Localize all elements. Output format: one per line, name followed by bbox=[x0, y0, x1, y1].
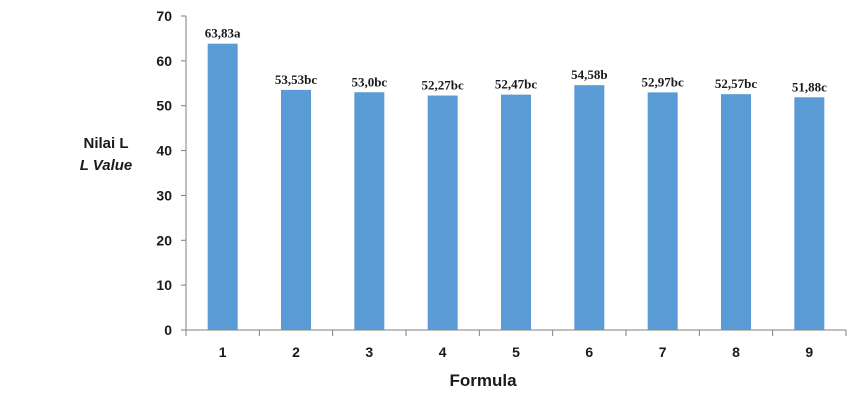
y-tick-label: 70 bbox=[156, 8, 172, 24]
bar bbox=[574, 85, 605, 331]
x-axis: 1 2 3 4 5 6 7 8 9 bbox=[185, 329, 847, 360]
bar bbox=[647, 92, 678, 330]
y-tick-label: 20 bbox=[156, 232, 172, 248]
y-axis: 0 10 20 30 40 50 60 70 bbox=[156, 8, 187, 338]
x-tick-label: 1 bbox=[219, 344, 227, 360]
x-tick-label: 6 bbox=[585, 344, 593, 360]
x-tick-label: 9 bbox=[805, 344, 813, 360]
y-tick-label: 0 bbox=[164, 322, 172, 338]
bars bbox=[207, 43, 825, 331]
y-tick-label: 60 bbox=[156, 53, 172, 69]
data-label: 52,47bc bbox=[495, 77, 537, 92]
data-label: 52,27bc bbox=[422, 78, 464, 93]
data-labels: 63,83a 53,53bc 53,0bc 52,27bc 52,47bc 54,58b 5… bbox=[205, 26, 827, 95]
x-tick-label: 7 bbox=[659, 344, 667, 360]
bar bbox=[207, 43, 238, 331]
bar bbox=[354, 92, 385, 330]
y-axis-title-secondary: L Value bbox=[80, 157, 133, 174]
bar bbox=[281, 89, 311, 330]
x-tick-label: 5 bbox=[512, 344, 520, 360]
x-tick-label: 4 bbox=[439, 344, 447, 360]
y-tick-label: 10 bbox=[156, 277, 172, 293]
bar bbox=[427, 95, 458, 331]
data-label: 63,83a bbox=[205, 26, 241, 41]
data-label: 53,0bc bbox=[351, 74, 387, 89]
data-label: 51,88c bbox=[792, 79, 827, 94]
bar bbox=[794, 97, 825, 330]
y-axis-title: Nilai L bbox=[83, 135, 128, 152]
x-tick-label: 2 bbox=[292, 344, 300, 360]
bar bbox=[721, 94, 751, 330]
bar bbox=[501, 94, 531, 330]
data-label: 52,57bc bbox=[715, 76, 757, 91]
data-label: 52,97bc bbox=[642, 74, 684, 89]
x-tick-label: 8 bbox=[732, 344, 740, 360]
data-label: 53,53bc bbox=[275, 72, 317, 87]
y-tick-label: 50 bbox=[156, 98, 172, 114]
y-tick-label: 40 bbox=[156, 143, 172, 159]
x-axis-title: Formula bbox=[449, 371, 517, 390]
y-tick-label: 30 bbox=[156, 187, 172, 203]
x-tick-label: 3 bbox=[365, 344, 373, 360]
data-label: 54,58b bbox=[571, 67, 607, 82]
